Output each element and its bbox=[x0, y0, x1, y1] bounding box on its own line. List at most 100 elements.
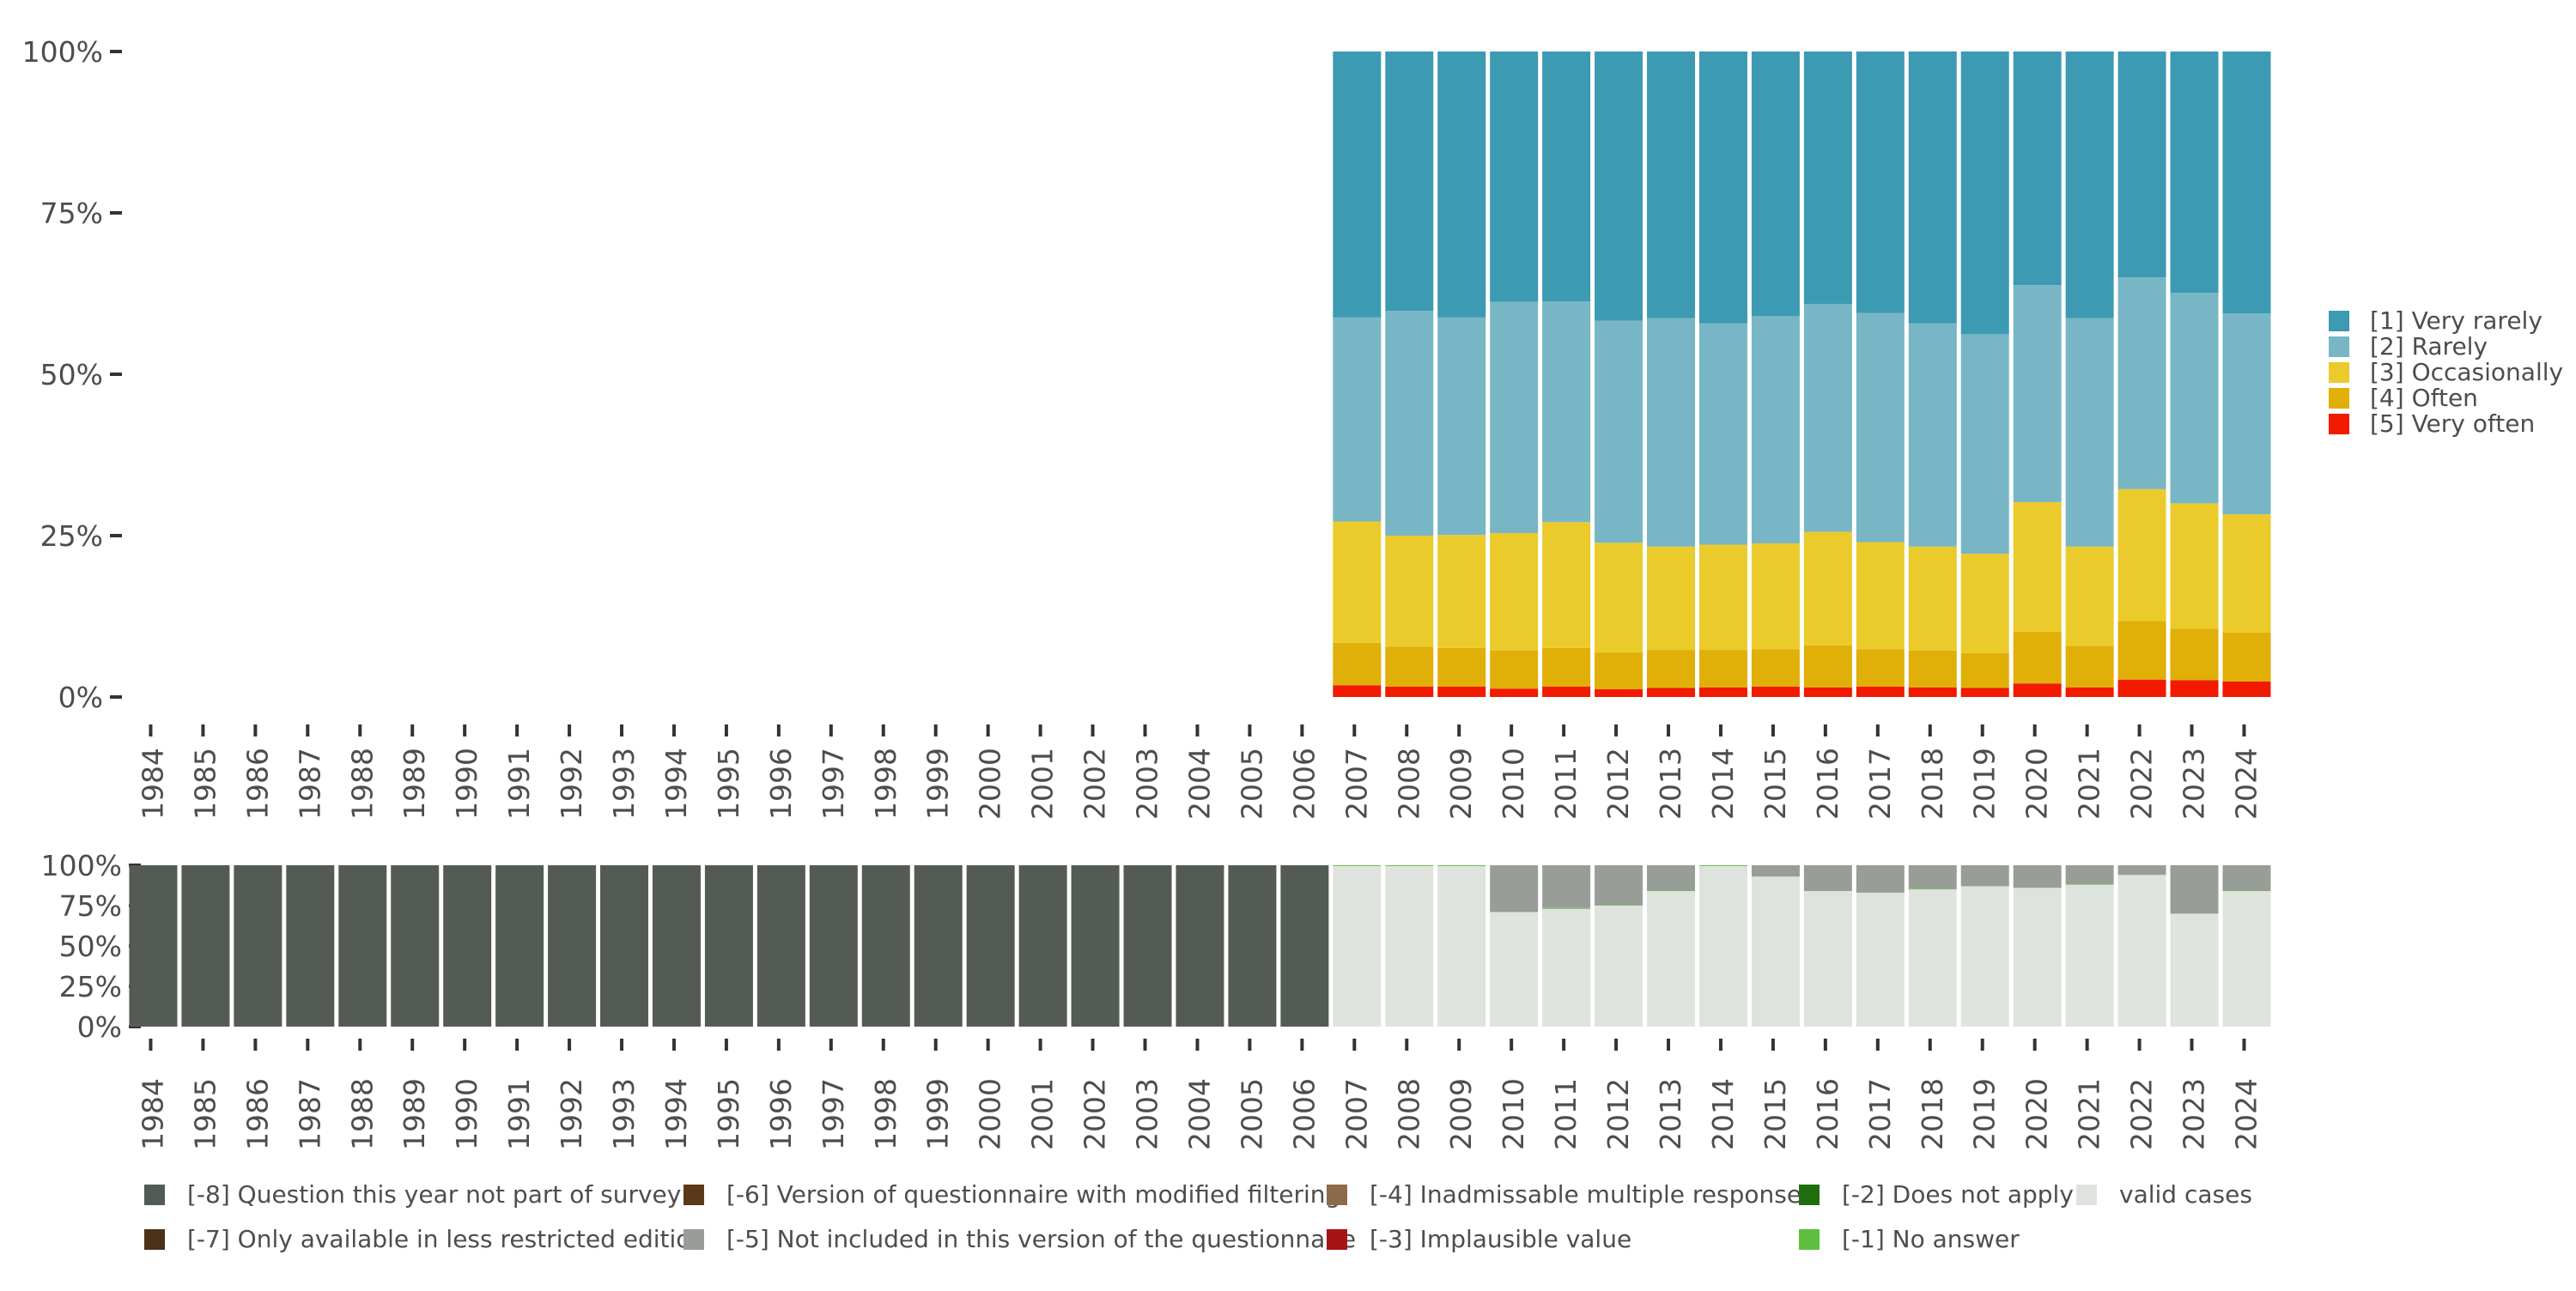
bar-segment bbox=[1647, 890, 1696, 892]
bar-segment bbox=[600, 865, 649, 1027]
legend-label: [-1] No answer bbox=[1842, 1225, 2020, 1253]
bar-segment bbox=[1960, 688, 2009, 697]
bar-segment bbox=[2117, 679, 2166, 697]
x-tick-label: 2019 bbox=[1968, 748, 2002, 820]
legend-label: [-8] Question this year not part of surv… bbox=[187, 1180, 681, 1209]
bar-segment bbox=[1385, 865, 1434, 866]
bar-segment bbox=[2222, 890, 2271, 892]
bar-segment bbox=[704, 865, 753, 1027]
bar-segment bbox=[1908, 888, 1957, 890]
bar-segment bbox=[1437, 317, 1486, 536]
bar-segment bbox=[1908, 865, 1957, 889]
legend-swatch bbox=[2329, 362, 2349, 383]
x-tick-label: 2005 bbox=[1235, 748, 1268, 820]
bar-segment bbox=[391, 865, 440, 1027]
bar-segment bbox=[1803, 304, 1852, 532]
bar-segment bbox=[2222, 865, 2271, 891]
x-tick-label: 2024 bbox=[2229, 748, 2263, 820]
bar-segment bbox=[1595, 906, 1643, 1027]
bar-segment bbox=[2065, 865, 2114, 884]
bar-segment bbox=[1698, 544, 1747, 651]
bar-segment bbox=[1542, 907, 1591, 909]
x-tick-label: 1995 bbox=[712, 748, 745, 820]
bar-segment bbox=[2170, 913, 2219, 1027]
bar-segment bbox=[1490, 650, 1539, 689]
x-tick-label: 1985 bbox=[188, 748, 222, 820]
bar-segment bbox=[1698, 52, 1747, 324]
x-tick-label: 2021 bbox=[2073, 1078, 2106, 1150]
bar-segment bbox=[2013, 52, 2062, 286]
legend-swatch bbox=[683, 1229, 704, 1250]
bar-segment bbox=[756, 865, 805, 1027]
bar-segment bbox=[2065, 884, 2114, 1027]
x-tick-label: 2007 bbox=[1340, 1078, 1373, 1150]
bar-segment bbox=[1647, 891, 1696, 1027]
bar-segment bbox=[2065, 318, 2114, 547]
legend-swatch bbox=[2329, 336, 2349, 357]
bar-segment bbox=[2117, 865, 2166, 876]
x-tick-label: 1990 bbox=[450, 748, 483, 820]
bar-segment bbox=[1698, 650, 1747, 688]
bar-segment bbox=[1647, 688, 1696, 697]
bar-segment bbox=[1018, 865, 1067, 1027]
bar-segment bbox=[1960, 334, 2009, 555]
bar-segment bbox=[1751, 52, 1800, 317]
bar-segment bbox=[1856, 649, 1905, 687]
x-tick-label: 2019 bbox=[1968, 1078, 2002, 1150]
bar-segment bbox=[1542, 686, 1591, 697]
bar-segment bbox=[1856, 52, 1905, 313]
bar-segment bbox=[1490, 688, 1539, 697]
x-tick-label: 1988 bbox=[345, 1078, 379, 1150]
bar-segment bbox=[1908, 52, 1957, 324]
y-tick-label: 100% bbox=[41, 849, 122, 882]
bar-segment bbox=[1071, 865, 1120, 1027]
x-tick-label: 2010 bbox=[1497, 748, 1530, 820]
bar-segment bbox=[809, 865, 858, 1027]
bar-segment bbox=[2013, 285, 2062, 502]
x-tick-label: 2012 bbox=[1601, 1078, 1635, 1150]
bar-segment bbox=[1803, 891, 1852, 1027]
bar-segment bbox=[2065, 646, 2114, 688]
bar-segment bbox=[1333, 521, 1382, 643]
legend-label: [1] Very rarely bbox=[2370, 306, 2543, 335]
bar-segment bbox=[1751, 876, 1800, 1027]
bar-segment bbox=[2013, 865, 2062, 888]
bar-segment bbox=[1856, 865, 1905, 893]
bar-segment bbox=[1960, 652, 2009, 688]
bar-segment bbox=[1647, 52, 1696, 318]
x-tick-label: 2015 bbox=[1759, 1078, 1792, 1150]
bar-segment bbox=[1123, 865, 1172, 1027]
bar-segment bbox=[2170, 52, 2219, 294]
bar-segment bbox=[1490, 912, 1539, 1027]
legend-swatch bbox=[1327, 1229, 1347, 1250]
x-tick-label: 1984 bbox=[136, 1078, 169, 1150]
bar-segment bbox=[1437, 865, 1486, 866]
bar-segment bbox=[2170, 865, 2219, 914]
bar-segment bbox=[2117, 277, 2166, 489]
bar-segment bbox=[2222, 891, 2271, 1027]
bar-segment bbox=[1385, 686, 1434, 697]
bar-segment bbox=[1595, 905, 1643, 906]
bar-segment bbox=[443, 865, 492, 1027]
bar-segment bbox=[1280, 865, 1329, 1027]
x-tick-label: 1996 bbox=[764, 748, 798, 820]
bar-segment bbox=[1333, 865, 1382, 1027]
bar-segment bbox=[2222, 681, 2271, 697]
bar-segment bbox=[2170, 680, 2219, 697]
x-tick-label: 2004 bbox=[1182, 1078, 1216, 1150]
bar-segment bbox=[1803, 865, 1852, 892]
y-tick-label: 0% bbox=[58, 681, 103, 714]
x-tick-label: 1992 bbox=[555, 1078, 588, 1150]
x-tick-label: 2003 bbox=[1131, 748, 1164, 820]
bar-segment bbox=[1542, 647, 1591, 687]
bar-segment bbox=[1490, 301, 1539, 533]
legend-swatch bbox=[144, 1185, 165, 1205]
bar-segment bbox=[1960, 865, 2009, 887]
bar-segment bbox=[1856, 542, 1905, 650]
x-tick-label: 1988 bbox=[345, 748, 379, 820]
x-tick-label: 2011 bbox=[1549, 748, 1583, 820]
bar-segment bbox=[1698, 687, 1747, 697]
x-tick-label: 2002 bbox=[1078, 748, 1112, 820]
x-tick-label: 2000 bbox=[974, 748, 1007, 820]
bar-segment bbox=[1385, 646, 1434, 687]
